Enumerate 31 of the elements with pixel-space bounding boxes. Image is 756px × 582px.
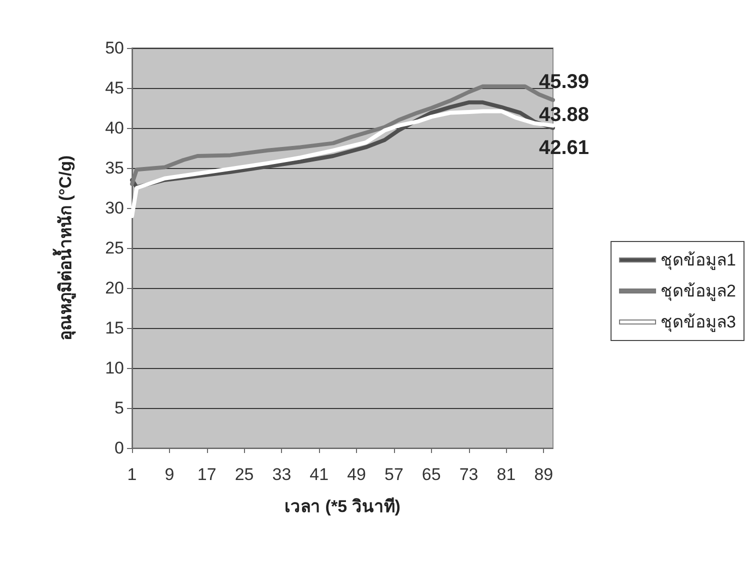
x-tick-label: 49 (347, 465, 366, 484)
y-tick-label: 25 (105, 238, 124, 258)
y-tick-label: 30 (105, 198, 124, 218)
x-tick-label: 41 (310, 465, 329, 484)
x-tick-label: 65 (422, 465, 441, 484)
y-tick-label: 40 (105, 118, 124, 138)
x-tick-label: 57 (384, 465, 404, 484)
annotation: 42.61 (538, 137, 590, 159)
x-tick-label: 9 (164, 465, 174, 484)
legend-label: ชุดข้อมูล1 (660, 250, 736, 270)
x-tick-label: 81 (496, 465, 516, 484)
annotation: 43.88 (538, 104, 590, 126)
y-tick-label: 20 (105, 278, 124, 298)
y-tick-label: 45 (105, 78, 124, 98)
x-tick-label: 33 (272, 465, 292, 484)
x-tick-label: 17 (197, 465, 216, 484)
y-tick-label: 0 (114, 438, 124, 458)
y-tick-label: 35 (105, 158, 124, 178)
y-axis-title: อุณหภูมิต่อน้ำหนัก (°C/g) (52, 155, 77, 341)
y-tick-label: 5 (114, 398, 124, 418)
y-tick-label: 50 (105, 38, 124, 58)
x-tick-label: 73 (459, 465, 478, 484)
x-tick-label: 25 (234, 465, 254, 484)
legend-label: ชุดข้อมูล2 (660, 282, 736, 302)
x-tick-label: 1 (127, 465, 137, 484)
x-axis-title: เวลา (*5 วินาที) (284, 496, 400, 516)
y-tick-label: 10 (105, 358, 124, 378)
annotation: 45.39 (538, 71, 590, 93)
legend-label: ชุดข้อมูล3 (660, 312, 736, 332)
y-tick-label: 15 (105, 318, 124, 338)
x-tick-label: 89 (534, 465, 554, 484)
